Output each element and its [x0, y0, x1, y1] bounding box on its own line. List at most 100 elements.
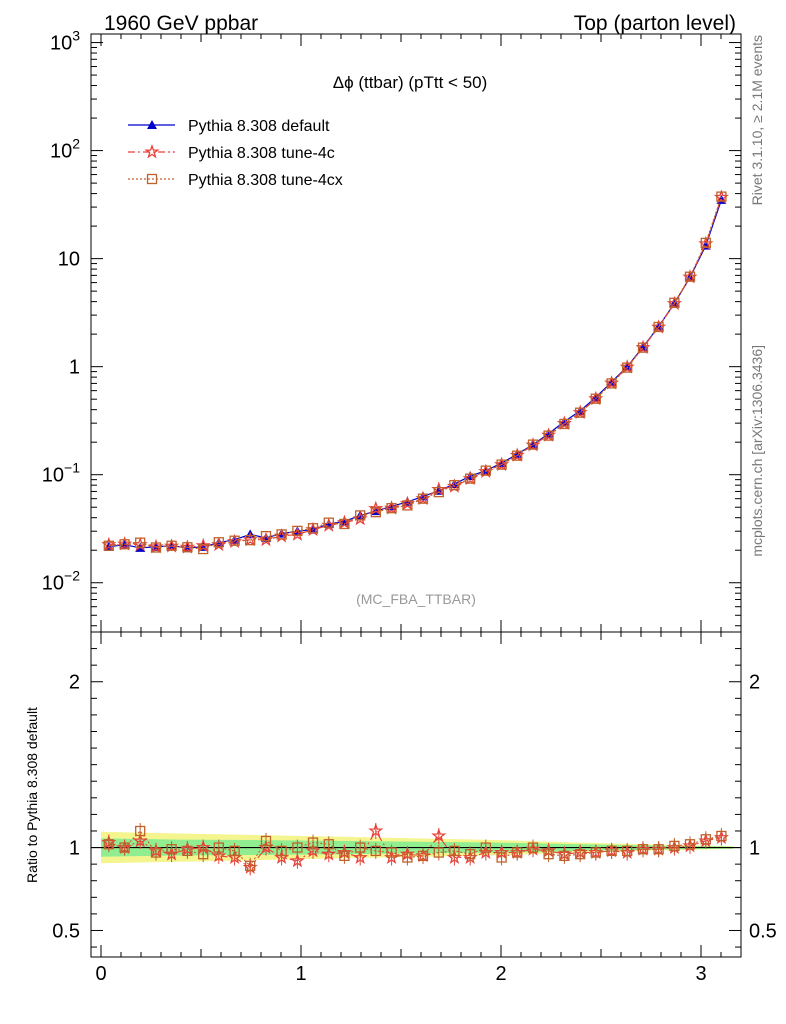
lower-frame: [90, 631, 742, 958]
ratio-point: [260, 835, 272, 847]
data-point: [512, 450, 523, 461]
ratio-point: [543, 849, 554, 860]
series-2: [103, 191, 727, 555]
y-tick-label: 1: [69, 357, 80, 379]
ratio-tick-label-right: 1: [749, 838, 760, 860]
ratio-point: [622, 845, 633, 857]
ratio-point: [370, 845, 381, 857]
y-tick-label: 103: [50, 28, 80, 55]
data-point: [195, 537, 211, 553]
ratio-point: [182, 845, 193, 857]
ratio-point: [132, 832, 148, 848]
data-point: [449, 480, 460, 491]
y-tick-base: 1: [69, 357, 80, 379]
ratio-point: [307, 837, 319, 848]
ratio-point: [417, 850, 429, 862]
legend: Pythia 8.308 default Pythia 8.308 tune-4c…: [128, 118, 343, 189]
ratio-tick-label-right: 2: [749, 672, 760, 694]
ratio-point: [512, 847, 523, 858]
data-point: [449, 479, 460, 489]
upper-series: [101, 189, 729, 555]
series-line: [108, 197, 722, 548]
y-tick-label: 10: [58, 249, 80, 271]
ratio-point: [449, 845, 460, 857]
data-point: [198, 543, 209, 555]
y-tick-base: 10: [42, 573, 64, 595]
data-point: [653, 321, 664, 333]
x-tick-label: 2: [495, 963, 506, 985]
ratio-point: [637, 844, 649, 855]
y-tick-exponent: 3: [72, 28, 80, 44]
series-1: [101, 189, 729, 554]
data-point: [245, 534, 256, 546]
header-left: 1960 GeV ppbar: [104, 12, 258, 35]
y-tick-base: 10: [50, 141, 72, 163]
data-point: [496, 459, 507, 470]
data-point: [276, 529, 287, 540]
data-point: [292, 525, 303, 537]
series-0: [103, 194, 727, 552]
legend-marker: [146, 173, 158, 185]
header-right: Top (parton level): [574, 12, 736, 35]
y-tick-base: 10: [58, 249, 80, 271]
ratio-point: [276, 845, 287, 857]
data-point: [150, 542, 162, 553]
data-point: [119, 539, 130, 550]
ratio-point: [355, 842, 366, 853]
series-line: [108, 196, 722, 550]
data-point: [418, 491, 428, 501]
y-tick-exponent: −1: [64, 460, 80, 476]
data-point: [260, 530, 272, 542]
ratio-point: [245, 860, 256, 871]
data-point: [213, 537, 224, 548]
ratio-point: [527, 842, 539, 853]
ratio-point: [352, 849, 368, 865]
ratio-point: [669, 840, 680, 852]
rivet-label: Rivet 3.1.10, ≥ 2.1M events: [749, 35, 765, 205]
lower-ylabel: Ratio to Pythia 8.308 default: [24, 707, 40, 883]
data-point: [433, 486, 444, 498]
data-point: [606, 378, 617, 389]
data-point: [700, 237, 711, 248]
ratio-point: [716, 830, 727, 842]
ratio-point: [229, 845, 240, 857]
ratio-point: [402, 852, 413, 863]
ratio-point: [496, 852, 507, 863]
ratio-point: [323, 839, 334, 850]
ratio-line: [108, 829, 722, 869]
data-point: [590, 393, 601, 404]
ratio-point: [166, 844, 177, 855]
y-tick-label: 10−1: [42, 460, 80, 487]
data-point: [229, 535, 240, 546]
ratio-point: [103, 839, 114, 850]
data-point: [669, 297, 680, 308]
data-point: [402, 500, 413, 511]
ratio-tick-label-left: 0.5: [52, 920, 80, 942]
data-point: [323, 517, 334, 528]
legend-label: Pythia 8.308 tune-4c: [188, 145, 335, 162]
data-point: [135, 537, 146, 548]
analysis-label: (MC_FBA_TTBAR): [356, 591, 476, 607]
y-tick-exponent: −2: [64, 568, 80, 584]
ratio-point: [213, 842, 224, 853]
data-point: [575, 407, 586, 418]
x-tick-label: 1: [295, 963, 306, 985]
lower-series: [101, 822, 729, 876]
ratio-point: [653, 844, 664, 855]
ratio-tick-label-left: 1: [69, 838, 80, 860]
data-point: [355, 510, 366, 521]
data-point: [339, 518, 350, 530]
ratio-point: [368, 823, 384, 838]
ratio-point: [480, 842, 491, 853]
legend-marker: [144, 143, 160, 159]
y-tick-base: 10: [50, 33, 72, 55]
ratio-point: [386, 847, 397, 858]
data-point: [417, 493, 429, 504]
data-point: [465, 473, 476, 484]
data-point: [622, 362, 633, 373]
data-point: [543, 430, 554, 441]
y-tick-label: 10−2: [42, 568, 80, 595]
ratio-tick-label-left: 2: [69, 672, 80, 694]
